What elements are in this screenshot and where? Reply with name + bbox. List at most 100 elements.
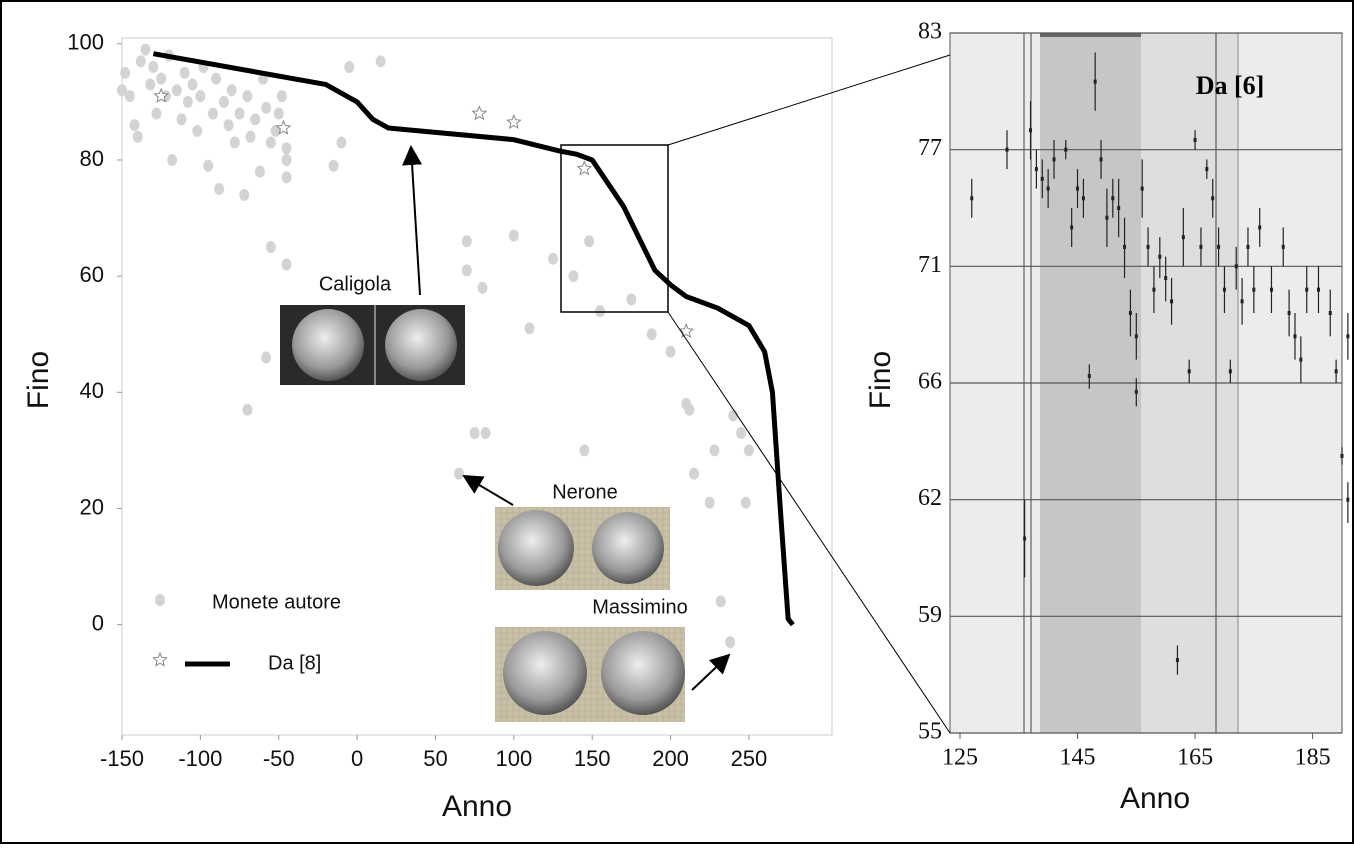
data-point [281,258,292,271]
data-point [1146,244,1150,249]
data-point [1293,334,1297,339]
data-point [477,281,488,294]
data-point [328,159,339,172]
data-line [152,51,795,627]
y-tick-label: 20 [80,494,104,519]
y-tick-label: 60 [80,262,104,287]
x-tick-label: 50 [423,746,447,771]
data-point [970,196,974,201]
data-point [1305,287,1309,292]
data-point [207,107,218,120]
data-point [584,235,595,248]
data-point [1093,79,1097,84]
data-point [1228,369,1232,374]
data-point [1070,225,1074,230]
y-tick-label: 80 [80,146,104,171]
x-tick-label: 0 [351,746,363,771]
x-tick-label: 165 [1177,745,1213,771]
data-point [1287,311,1291,315]
y-tick-label: 55 [918,719,942,745]
data-point [218,95,229,108]
data-point [124,90,135,103]
plot-frame [121,37,833,736]
data-point [709,444,720,457]
arrow [402,145,423,296]
y-tick-label: 66 [918,369,942,395]
data-point [548,252,559,265]
star-point [576,160,593,176]
data-point [1134,334,1138,339]
data-point [453,467,464,480]
data-point [270,124,281,137]
data-point [626,293,637,306]
star-point [275,119,292,135]
data-point [281,142,292,155]
coin-image [495,627,685,722]
data-point [1087,374,1091,378]
data-point [1140,186,1144,191]
data-point [226,84,237,97]
data-point [1034,167,1038,172]
x-tick-label: -100 [178,746,222,771]
data-point [281,153,292,166]
data-point [1340,453,1344,458]
y-tick-label: 71 [918,252,942,278]
left-chart: -150 -100 -50 0 50 100 150 200 250 0 20 40 60 80 100 [67,30,833,771]
data-point [1064,147,1068,152]
data-point [469,426,480,439]
data-point [156,72,167,85]
x-tick-label: 100 [495,746,532,771]
y-tick-label: 100 [67,30,104,55]
data-point [1128,311,1132,315]
data-point [508,229,519,242]
y-tick-label: 62 [918,485,942,511]
data-point [1040,176,1044,181]
data-point [261,101,272,114]
arrow [691,653,731,691]
data-point [223,119,234,132]
data-point [725,636,736,649]
data-point [1316,287,1320,292]
data-point [265,241,276,254]
data-point [704,496,715,509]
data-point [1181,235,1185,240]
data-point [740,496,751,509]
data-point [1052,157,1056,162]
x-tick-label: 200 [652,746,689,771]
legend-label: Da [8] [268,652,321,674]
data-point [1246,244,1250,249]
data-point [375,55,386,68]
data-point [1158,254,1162,259]
data-point [684,403,695,416]
data-point [148,61,159,74]
data-point [203,159,214,172]
annotation: Caligola [319,273,392,295]
x-tick-label: 125 [942,745,978,771]
data-point [715,595,726,608]
data-point [595,304,606,317]
legend-marker [152,651,168,667]
y-tick-label: 77 [918,135,942,161]
coin-image [495,507,670,590]
data-point [239,188,250,201]
data-point [1217,244,1221,249]
annotation: Massimino [592,596,688,618]
data-point [250,113,261,126]
x-tick-label: -50 [263,746,295,771]
data-point [1187,369,1191,374]
data-point [1023,536,1027,541]
data-point [281,171,292,184]
data-point [1170,299,1174,304]
data-point [1205,167,1209,172]
arrow [462,474,514,506]
data-point [151,107,162,120]
data-point [242,403,253,416]
x-tick-label: 185 [1295,745,1331,771]
data-point [254,165,265,178]
data-point [1240,299,1244,304]
annotation: Nerone [552,481,618,503]
data-point [1269,287,1273,292]
data-point [192,124,203,137]
